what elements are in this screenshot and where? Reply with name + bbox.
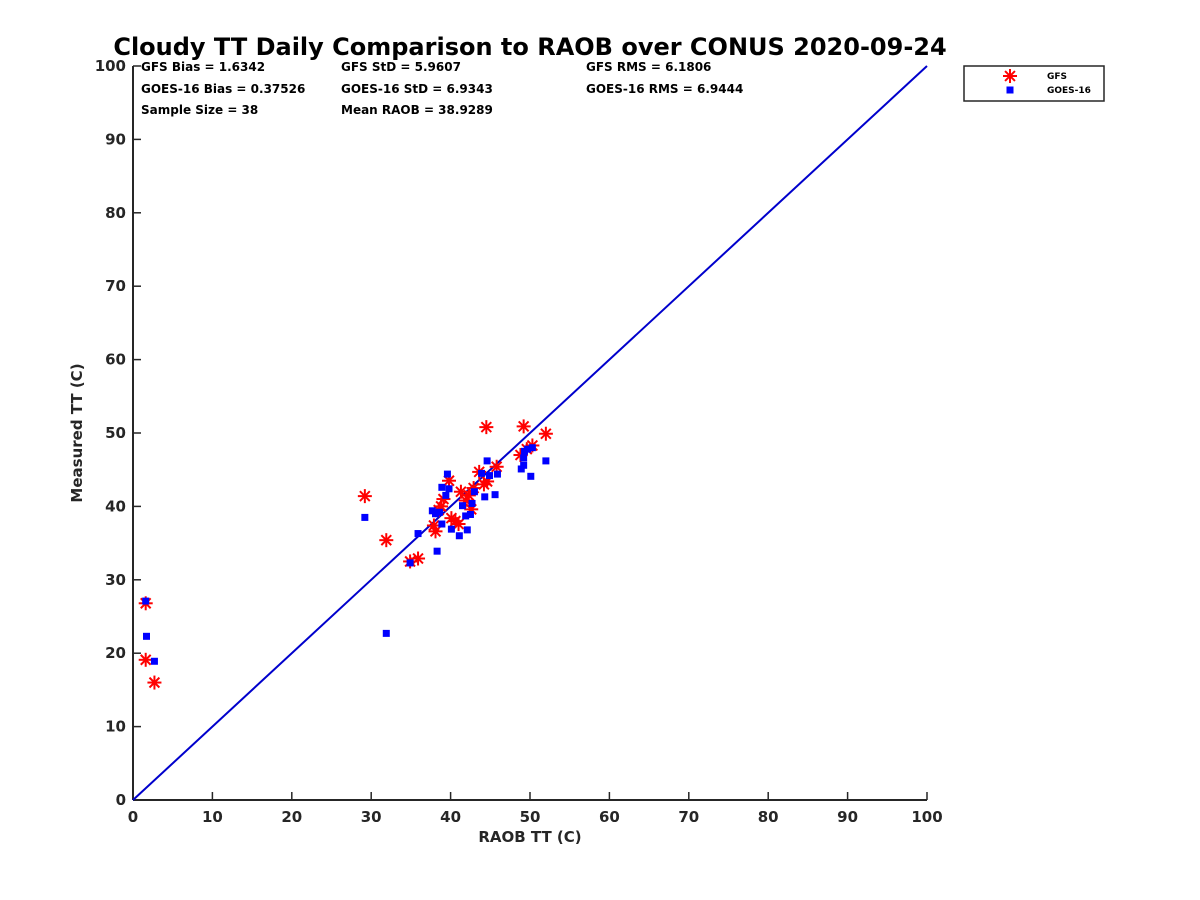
- goes16-point: [455, 532, 463, 540]
- goes16-point: [520, 461, 528, 469]
- legend-goes16-label: GOES-16: [1047, 86, 1091, 96]
- goes16-point: [478, 469, 486, 477]
- stat-text: Mean RAOB = 38.9289: [341, 103, 493, 117]
- x-axis-label: RAOB TT (C): [478, 828, 581, 846]
- x-tick-label: 90: [837, 808, 858, 826]
- y-tick-label: 20: [105, 644, 126, 662]
- x-tick-label: 80: [758, 808, 779, 826]
- y-tick-label: 10: [105, 718, 126, 736]
- gfs-point: [357, 489, 372, 504]
- gfs-point: [538, 426, 553, 441]
- legend: GFS GOES-16: [963, 65, 1105, 102]
- goes16-point: [459, 502, 467, 510]
- x-tick-label: 0: [128, 808, 138, 826]
- stat-text: Sample Size = 38: [141, 103, 258, 117]
- legend-goes16-marker: [1006, 86, 1014, 94]
- y-tick-label: 40: [105, 497, 126, 515]
- legend-gfs-marker: [1003, 69, 1017, 83]
- goes16-point: [414, 530, 422, 538]
- goes16-point: [142, 632, 150, 640]
- goes16-point: [528, 444, 536, 452]
- goes16-point: [361, 513, 369, 521]
- legend-gfs-label: GFS: [1047, 72, 1067, 82]
- goes16-point: [445, 485, 453, 493]
- goes16-point: [527, 472, 535, 480]
- x-tick-label: 30: [361, 808, 382, 826]
- goes16-point: [486, 472, 494, 480]
- goes16-point: [517, 465, 525, 473]
- stat-text: GFS StD = 5.9607: [341, 60, 461, 74]
- y-tick-label: 70: [105, 277, 126, 295]
- x-tick-label: 20: [281, 808, 302, 826]
- goes16-point: [468, 499, 476, 507]
- goes16-point: [466, 510, 474, 518]
- gfs-point: [147, 675, 162, 690]
- goes16-point: [382, 629, 390, 637]
- goes16-point: [447, 525, 455, 533]
- goes16-point: [463, 526, 471, 534]
- x-tick-label: 60: [599, 808, 620, 826]
- goes16-point: [443, 470, 451, 478]
- goes16-point: [493, 470, 501, 478]
- gfs-point: [138, 652, 153, 667]
- goes16-point: [435, 508, 443, 516]
- x-tick-label: 50: [520, 808, 541, 826]
- stat-text: GFS RMS = 6.1806: [586, 60, 711, 74]
- goes16-point: [438, 520, 446, 528]
- goes16-point: [438, 483, 446, 491]
- goes16-point: [433, 547, 441, 555]
- y-tick-label: 80: [105, 204, 126, 222]
- y-tick-label: 90: [105, 130, 126, 148]
- y-axis-label: Measured TT (C): [68, 363, 86, 502]
- gfs-point: [516, 419, 531, 434]
- x-tick-label: 70: [678, 808, 699, 826]
- axes: 0 10 20 30 40 50 60 70 80 90 100 0 10 20 30 40 50 60 70 80 9…: [95, 57, 943, 826]
- goes16-point: [462, 512, 470, 520]
- x-tick-label: 40: [440, 808, 461, 826]
- goes16-point: [483, 457, 491, 465]
- x-tick-label: 100: [911, 808, 942, 826]
- y-tick-label: 60: [105, 351, 126, 369]
- goes16-point: [150, 657, 158, 665]
- goes16-point: [432, 510, 440, 518]
- data-points: [138, 419, 553, 690]
- one-to-one-line: [132, 65, 928, 801]
- goes16-point: [524, 445, 532, 453]
- goes16-point: [542, 457, 550, 465]
- gfs-point: [411, 551, 426, 566]
- goes16-point: [406, 559, 414, 567]
- gfs-point: [479, 420, 494, 435]
- gfs-point: [379, 533, 394, 548]
- stats-annotations: GFS Bias = 1.6342 GFS StD = 5.9607 GFS RMS…: [141, 60, 743, 117]
- legend-goes16-square: [1006, 86, 1014, 94]
- reference-line-group: [132, 65, 928, 801]
- legend-box: [963, 65, 1105, 102]
- goes16-point: [520, 454, 528, 462]
- y-tick-label: 30: [105, 571, 126, 589]
- stat-text: GOES-16 RMS = 6.9444: [586, 82, 743, 96]
- goes16-point: [442, 491, 450, 499]
- y-tick-label: 100: [95, 57, 126, 75]
- gfs-point: [428, 524, 443, 539]
- stat-text: GFS Bias = 1.6342: [141, 60, 265, 74]
- goes16-point: [142, 597, 150, 605]
- x-tick-label: 10: [202, 808, 223, 826]
- goes16-point: [481, 493, 489, 501]
- stat-text: GOES-16 StD = 6.9343: [341, 82, 493, 96]
- y-tick-label: 50: [105, 424, 126, 442]
- chart-title: Cloudy TT Daily Comparison to RAOB over …: [113, 33, 946, 61]
- goes16-point: [470, 488, 478, 496]
- goes16-point: [491, 491, 499, 499]
- stat-text: GOES-16 Bias = 0.37526: [141, 82, 305, 96]
- gfs-point: [451, 517, 466, 532]
- legend-gfs-asterisk: [1003, 69, 1017, 83]
- y-tick-label: 0: [116, 791, 126, 809]
